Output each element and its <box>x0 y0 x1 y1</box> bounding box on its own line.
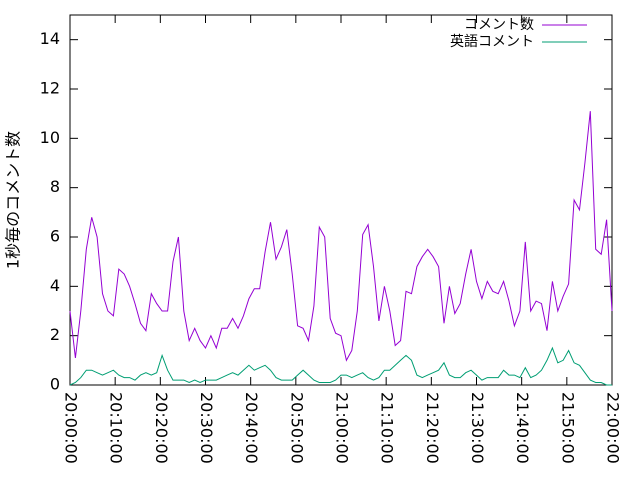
x-tick-label: 20:40:00 <box>242 392 261 464</box>
legend-label: コメント数 <box>464 17 534 33</box>
x-tick-label: 21:20:00 <box>423 392 442 464</box>
y-tick-label: 10 <box>40 128 60 147</box>
y-tick-label: 2 <box>50 325 60 344</box>
series-line <box>69 346 612 386</box>
x-tick-label: 22:00:00 <box>604 392 623 464</box>
x-tick-label: 20:30:00 <box>197 392 216 464</box>
x-tick-label: 20:50:00 <box>287 392 306 464</box>
x-tick-label: 20:00:00 <box>62 392 81 464</box>
x-tick-label: 21:30:00 <box>468 392 487 464</box>
y-tick-label: 8 <box>50 177 60 196</box>
y-tick-label: 6 <box>50 227 60 246</box>
y-tick-label: 12 <box>40 79 60 98</box>
x-tick-label: 20:10:00 <box>107 392 126 464</box>
legend-label: 英語コメント <box>450 33 534 50</box>
x-tick-label: 20:20:00 <box>152 392 171 464</box>
y-tick-label: 4 <box>50 276 60 295</box>
y-axis-label: 1秒毎のコメント数 <box>4 131 23 269</box>
x-tick-label: 21:10:00 <box>378 392 397 464</box>
y-tick-label: 0 <box>50 375 60 394</box>
x-tick-label: 21:00:00 <box>333 392 352 464</box>
x-tick-label: 21:40:00 <box>513 392 532 464</box>
plot-frame <box>69 14 613 386</box>
x-tick-label: 21:50:00 <box>558 392 577 464</box>
y-tick-label: 14 <box>40 29 60 48</box>
series-line <box>69 111 613 362</box>
